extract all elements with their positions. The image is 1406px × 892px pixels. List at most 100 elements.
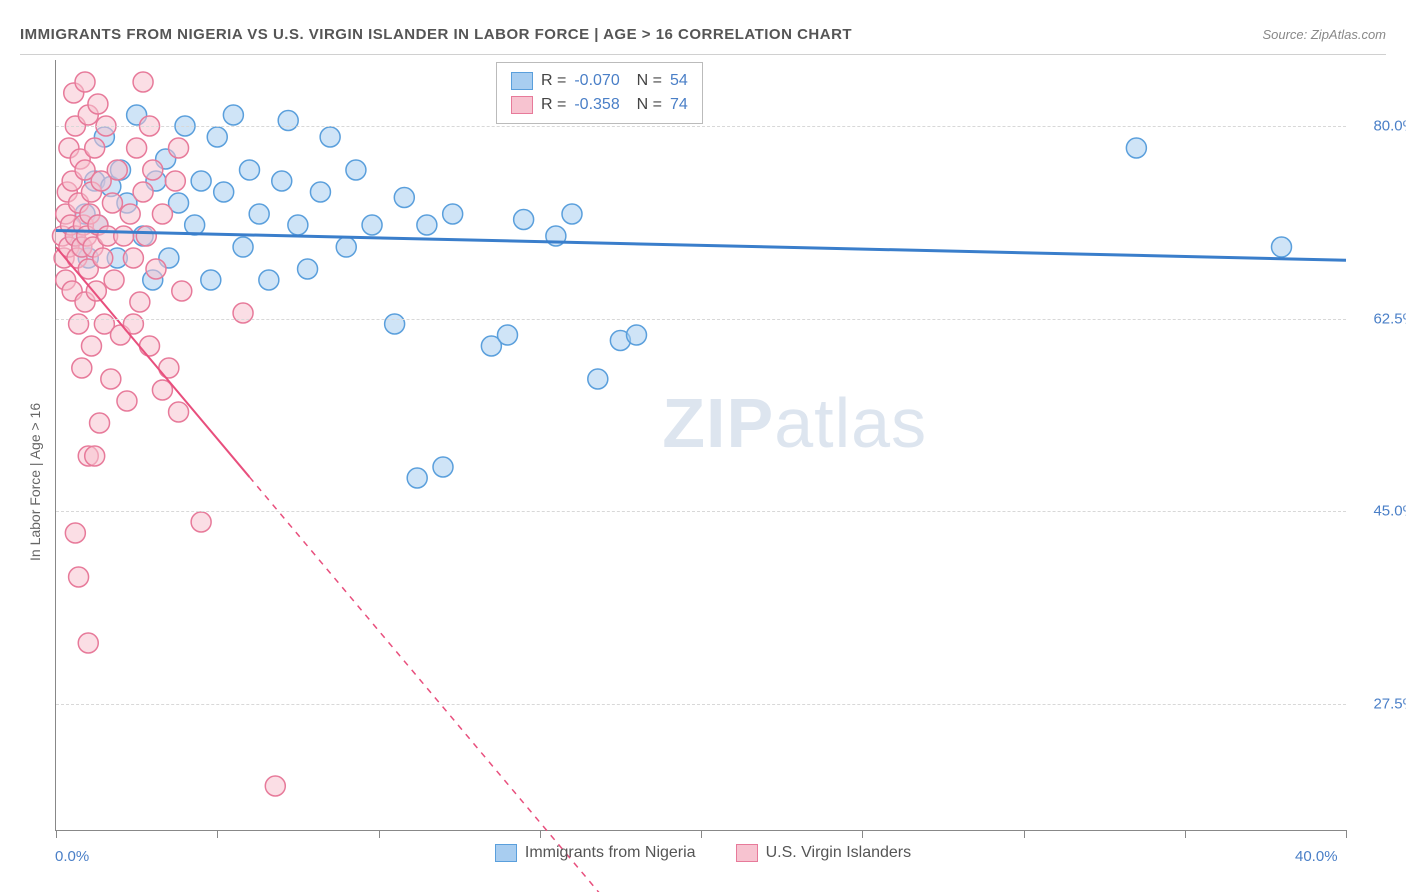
scatter-point-usvi: [69, 314, 89, 334]
scatter-point-usvi: [102, 193, 122, 213]
scatter-point-nigeria: [417, 215, 437, 235]
scatter-point-usvi: [88, 94, 108, 114]
scatter-point-nigeria: [259, 270, 279, 290]
y-tick-label: 62.5%: [1373, 310, 1406, 327]
scatter-point-usvi: [75, 72, 95, 92]
scatter-point-nigeria: [588, 369, 608, 389]
scatter-point-nigeria: [298, 259, 318, 279]
scatter-point-usvi: [65, 523, 85, 543]
scatter-point-usvi: [169, 138, 189, 158]
legend-swatch: [511, 96, 533, 114]
scatter-point-nigeria: [362, 215, 382, 235]
scatter-point-nigeria: [1126, 138, 1146, 158]
scatter-point-usvi: [159, 358, 179, 378]
x-tick: [862, 830, 863, 838]
x-tick: [701, 830, 702, 838]
scatter-point-nigeria: [394, 188, 414, 208]
scatter-point-usvi: [107, 160, 127, 180]
x-tick: [540, 830, 541, 838]
scatter-point-usvi: [85, 138, 105, 158]
scatter-point-nigeria: [320, 127, 340, 147]
legend-swatch: [511, 72, 533, 90]
legend-n-value: 54: [670, 69, 688, 93]
scatter-point-usvi: [146, 259, 166, 279]
scatter-point-nigeria: [310, 182, 330, 202]
scatter-point-nigeria: [272, 171, 292, 191]
y-axis-title: In Labor Force | Age > 16: [27, 402, 43, 560]
gridline: [56, 319, 1346, 320]
scatter-point-usvi: [101, 369, 121, 389]
y-tick-label: 27.5%: [1373, 695, 1406, 712]
scatter-point-usvi: [143, 160, 163, 180]
scatter-point-usvi: [172, 281, 192, 301]
x-tick: [56, 830, 57, 838]
legend-stats-row-nigeria: R = -0.070 N = 54: [511, 69, 688, 93]
title-bar: IMMIGRANTS FROM NIGERIA VS U.S. VIRGIN I…: [20, 20, 1386, 55]
scatter-svg: [56, 60, 1346, 830]
x-tick: [1024, 830, 1025, 838]
legend-stats-row-usvi: R = -0.358 N = 74: [511, 93, 688, 117]
x-tick: [379, 830, 380, 838]
scatter-point-nigeria: [346, 160, 366, 180]
scatter-point-usvi: [69, 567, 89, 587]
scatter-point-nigeria: [278, 111, 298, 131]
chart-container: IMMIGRANTS FROM NIGERIA VS U.S. VIRGIN I…: [0, 0, 1406, 892]
scatter-point-nigeria: [201, 270, 221, 290]
legend-r-label: R =: [541, 69, 566, 93]
scatter-point-usvi: [117, 391, 137, 411]
footer-legend-item: Immigrants from Nigeria: [495, 844, 696, 862]
gridline: [56, 704, 1346, 705]
scatter-point-usvi: [165, 171, 185, 191]
y-tick-label: 45.0%: [1373, 503, 1406, 520]
scatter-point-usvi: [72, 358, 92, 378]
scatter-point-usvi: [86, 281, 106, 301]
scatter-point-nigeria: [627, 325, 647, 345]
footer-legend: Immigrants from NigeriaU.S. Virgin Islan…: [0, 844, 1406, 862]
legend-r-value: -0.358: [574, 93, 619, 117]
scatter-point-usvi: [133, 182, 153, 202]
scatter-point-nigeria: [214, 182, 234, 202]
scatter-point-nigeria: [514, 210, 534, 230]
scatter-point-nigeria: [185, 215, 205, 235]
scatter-point-nigeria: [288, 215, 308, 235]
scatter-point-usvi: [233, 303, 253, 323]
scatter-point-usvi: [169, 402, 189, 422]
scatter-point-usvi: [140, 336, 160, 356]
plot-area: ZIPatlas R = -0.070 N = 54R = -0.358 N =…: [55, 60, 1346, 831]
legend-swatch: [495, 844, 517, 862]
scatter-point-nigeria: [233, 237, 253, 257]
scatter-point-nigeria: [191, 171, 211, 191]
scatter-point-nigeria: [443, 204, 463, 224]
scatter-point-usvi: [136, 226, 156, 246]
scatter-point-usvi: [127, 138, 147, 158]
gridline: [56, 126, 1346, 127]
scatter-point-usvi: [130, 292, 150, 312]
scatter-point-nigeria: [407, 468, 427, 488]
x-tick: [1346, 830, 1347, 838]
scatter-point-nigeria: [223, 105, 243, 125]
gridline: [56, 511, 1346, 512]
scatter-point-usvi: [133, 72, 153, 92]
chart-title: IMMIGRANTS FROM NIGERIA VS U.S. VIRGIN I…: [20, 26, 852, 43]
x-tick: [217, 830, 218, 838]
scatter-point-usvi: [265, 776, 285, 796]
scatter-point-usvi: [114, 226, 134, 246]
scatter-point-usvi: [81, 336, 101, 356]
scatter-point-nigeria: [240, 160, 260, 180]
legend-stats-box: R = -0.070 N = 54R = -0.358 N = 74: [496, 62, 703, 124]
legend-r-label: R =: [541, 93, 566, 117]
scatter-point-nigeria: [562, 204, 582, 224]
scatter-point-usvi: [90, 413, 110, 433]
y-tick-label: 80.0%: [1373, 118, 1406, 135]
scatter-point-usvi: [78, 633, 98, 653]
scatter-point-usvi: [93, 248, 113, 268]
scatter-point-usvi: [123, 248, 143, 268]
scatter-point-nigeria: [433, 457, 453, 477]
x-tick: [1185, 830, 1186, 838]
scatter-point-usvi: [104, 270, 124, 290]
legend-n-label: N =: [628, 93, 662, 117]
scatter-point-usvi: [120, 204, 140, 224]
source-label: Source: ZipAtlas.com: [1262, 27, 1386, 42]
legend-r-value: -0.070: [574, 69, 619, 93]
scatter-point-nigeria: [385, 314, 405, 334]
